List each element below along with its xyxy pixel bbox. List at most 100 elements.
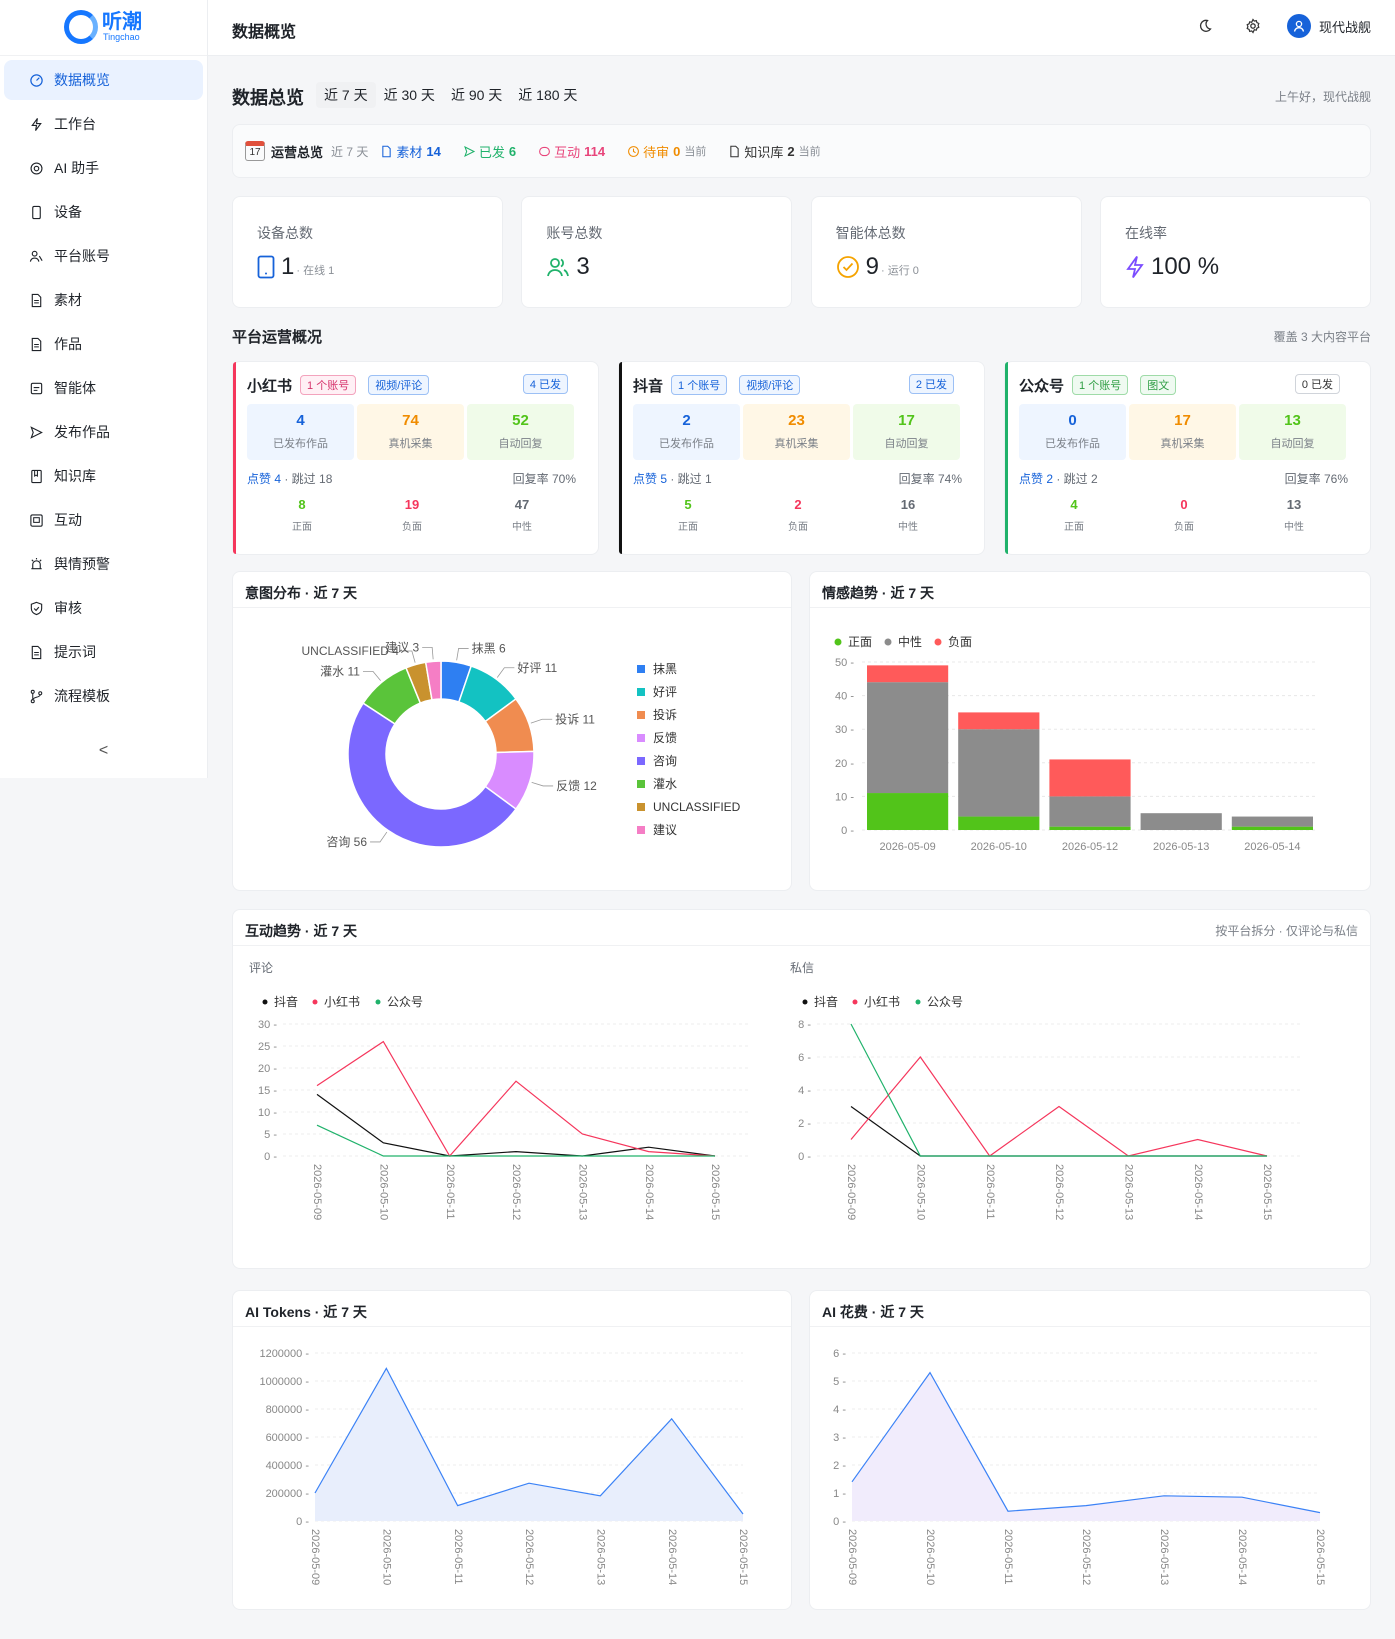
legend-label[interactable]: 小红书 [324, 994, 360, 1009]
stat-value: 9 [865, 253, 880, 280]
ops-item-1[interactable]: 已发 6 [463, 142, 516, 161]
pie-slice-7[interactable] [424, 660, 442, 701]
settings-button[interactable] [1243, 16, 1263, 36]
sidebar-item-6[interactable]: 作品 [4, 324, 203, 364]
sidebar-item-2[interactable]: AI 助手 [4, 148, 203, 188]
bar-segment[interactable] [1049, 759, 1131, 797]
legend-label[interactable]: 建议 [653, 823, 677, 837]
legend-label[interactable]: 公众号 [387, 995, 423, 1009]
file-icon [28, 292, 44, 308]
collapse-sidebar-button[interactable]: < [98, 742, 109, 759]
series-line[interactable] [850, 1023, 1267, 1157]
legend-label[interactable]: 好评 [653, 685, 677, 699]
range-tab-1[interactable]: 近 30 天 [383, 87, 435, 103]
legend-label[interactable]: 投诉 [653, 707, 677, 722]
published-badge: 4 已发 [522, 374, 568, 394]
legend-label[interactable]: 公众号 [927, 995, 963, 1009]
platform-section-note: 覆盖 3 大内容平台 [1273, 330, 1371, 344]
series-line[interactable] [850, 1056, 1268, 1157]
tokens-panel-title: AI Tokens · 近 7 天 [233, 1291, 791, 1327]
x-tick-label: 2026-05-13 [1122, 1164, 1134, 1220]
user-menu[interactable]: 现代战舰 [1286, 14, 1371, 38]
sidebar-item-13[interactable]: 提示词 [4, 632, 203, 672]
pie-label: 建议 3 [385, 640, 419, 654]
bar-segment[interactable] [867, 682, 949, 794]
series-line[interactable] [850, 1106, 1267, 1157]
legend-label[interactable]: 抖音 [814, 994, 838, 1009]
series-line[interactable] [314, 1367, 744, 1515]
range-tab-3[interactable]: 近 180 天 [518, 87, 578, 103]
range-tab-2[interactable]: 近 90 天 [450, 87, 503, 103]
pie-slice-4[interactable] [347, 702, 517, 848]
cost-area-chart: 0 - 1 - 2 - 3 - 4 - 5 - 6 - 2026-05-09 2026-05-1… [833, 1348, 1326, 1585]
y-tick-label: 200000 - [266, 1488, 310, 1500]
platform-card-2[interactable]: 公众号 1 个账号 图文 0 已发 0 已发布作品 17 真机采集 13 自动回复 点赞 2 · 跳… [1004, 361, 1371, 555]
sidebar-item-4[interactable]: 平台账号 [4, 236, 203, 276]
y-tick-label: 50 - [835, 657, 854, 669]
ops-item-0[interactable]: 素材 14 [380, 142, 441, 161]
sidebar-item-7[interactable]: 智能体 [4, 368, 203, 408]
ops-item-3[interactable]: 待审 0 当前 [627, 142, 706, 161]
dark-mode-toggle[interactable] [1195, 16, 1215, 36]
sidebar-item-10[interactable]: 互动 [4, 500, 203, 540]
metric-label: 自动回复 [1270, 438, 1315, 450]
y-tick-label: 20 - [258, 1063, 277, 1075]
y-tick-label: 0 - [841, 825, 854, 837]
legend-label[interactable]: 灌水 [653, 777, 677, 791]
x-tick-label: 2026-05-12 [1062, 841, 1118, 853]
bar-segment[interactable] [867, 665, 949, 683]
legend-label[interactable]: 反馈 [653, 731, 677, 745]
legend-label[interactable]: 正面 [848, 635, 872, 649]
bar-segment[interactable] [1049, 826, 1131, 830]
legend-label[interactable]: 咨询 [653, 753, 677, 768]
legend-label[interactable]: UNCLASSIFIED [653, 800, 741, 814]
sidebar-item-11[interactable]: 舆情预警 [4, 544, 203, 584]
y-tick-label: 6 - [798, 1052, 811, 1064]
branch-icon [28, 688, 44, 704]
series-line[interactable] [316, 1093, 716, 1157]
sidebar-item-14[interactable]: 流程模板 [4, 676, 203, 716]
bar-segment[interactable] [1231, 826, 1313, 830]
sidebar-item-9[interactable]: 知识库 [4, 456, 203, 496]
lightning-icon [28, 116, 44, 132]
platform-cards: 小红书 1 个账号 视频/评论 4 已发 4 已发布作品 74 真机采集 52 自动回复 点赞 4 … [232, 361, 1371, 555]
legend-label[interactable]: 负面 [948, 635, 972, 649]
sentiment-value: 0 [1180, 497, 1188, 512]
sidebar-item-12[interactable]: 审核 [4, 588, 203, 628]
range-tab-0[interactable]: 近 7 天 [316, 82, 376, 108]
bar-segment[interactable] [1231, 816, 1313, 827]
brand-logo[interactable]: 听潮 Tingchao [0, 0, 207, 56]
x-tick-label: 2026-05-14 [666, 1529, 678, 1585]
messages-chart-label: 私信 [790, 961, 814, 975]
series-line[interactable] [851, 1371, 1321, 1514]
ops-item-2[interactable]: 互动 114 [538, 142, 605, 161]
legend-swatch [637, 780, 645, 788]
sidebar-item-5[interactable]: 素材 [4, 280, 203, 320]
send-icon [28, 424, 44, 440]
legend-dot [834, 638, 842, 646]
sidebar-item-1[interactable]: 工作台 [4, 104, 203, 144]
bar-segment[interactable] [958, 712, 1040, 730]
series-line[interactable] [316, 1124, 715, 1157]
bar-segment[interactable] [958, 816, 1040, 830]
legend-label[interactable]: 中性 [898, 634, 922, 649]
legend-label[interactable]: 抹黑 [653, 662, 677, 676]
ops-item-4[interactable]: 知识库 2 当前 [728, 142, 821, 161]
sidebar-item-0[interactable]: 数据概览 [4, 60, 203, 100]
x-tick-label: 2026-05-11 [1002, 1529, 1014, 1584]
bar-segment[interactable] [958, 729, 1040, 817]
platform-card-1[interactable]: 抖音 1 个账号 视频/评论 2 已发 2 已发布作品 23 真机采集 17 自动回复 点赞 5 ·… [618, 361, 985, 555]
platform-card-0[interactable]: 小红书 1 个账号 视频/评论 4 已发 4 已发布作品 74 真机采集 52 自动回复 点赞 4 … [232, 361, 599, 555]
legend-label[interactable]: 小红书 [864, 994, 900, 1009]
bar-segment[interactable] [1140, 813, 1222, 830]
platform-metric: 74 真机采集 [357, 404, 464, 460]
bar-segment[interactable] [1049, 796, 1131, 827]
legend-label[interactable]: 抖音 [274, 994, 298, 1009]
published-badge: 2 已发 [908, 374, 954, 394]
bar-segment[interactable] [867, 793, 949, 830]
sentiment-panel: 情感趋势 · 近 7 天 0 - 10 - 20 - 30 - 40 - 50 - 2026… [809, 571, 1371, 891]
sidebar-item-3[interactable]: 设备 [4, 192, 203, 232]
sidebar-item-label: 流程模板 [54, 688, 110, 704]
sidebar-item-8[interactable]: 发布作品 [4, 412, 203, 452]
series-line[interactable] [316, 1040, 716, 1158]
